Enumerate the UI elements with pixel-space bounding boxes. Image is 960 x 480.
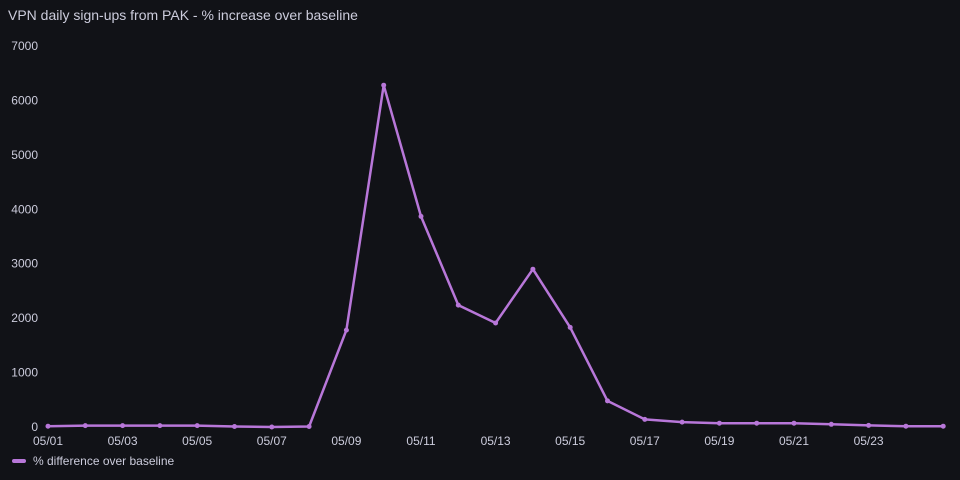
series-line[interactable] xyxy=(46,83,945,429)
series-layer xyxy=(45,82,946,430)
y-tick-label: 3000 xyxy=(11,257,38,271)
data-point[interactable] xyxy=(754,420,760,426)
x-tick-label: 05/19 xyxy=(704,434,734,448)
data-point[interactable] xyxy=(866,422,872,428)
data-point[interactable] xyxy=(45,423,51,429)
data-point[interactable] xyxy=(381,82,387,88)
y-tick-label: 6000 xyxy=(11,93,38,107)
x-tick-label: 05/09 xyxy=(331,434,361,448)
x-tick-label: 05/05 xyxy=(182,434,212,448)
data-point[interactable] xyxy=(232,424,237,429)
data-point[interactable] xyxy=(157,423,163,429)
data-point[interactable] xyxy=(642,416,648,422)
y-tick-label: 7000 xyxy=(11,39,38,53)
y-tick-label: 5000 xyxy=(11,148,38,162)
legend[interactable]: % difference over baseline xyxy=(12,454,174,468)
data-point[interactable] xyxy=(306,424,312,429)
x-tick-label: 05/13 xyxy=(481,434,511,448)
data-point[interactable] xyxy=(343,327,349,333)
data-point[interactable] xyxy=(530,266,536,272)
data-point[interactable] xyxy=(455,302,461,308)
x-tick-label: 05/15 xyxy=(555,434,585,448)
data-point[interactable] xyxy=(120,423,126,429)
x-tick-label: 05/21 xyxy=(779,434,809,448)
x-tick-label: 05/01 xyxy=(33,434,63,448)
x-axis: 05/01 05/03 05/05 05/07 05/09 05/11 05/13 05/15… xyxy=(33,434,884,448)
x-tick-label: 05/03 xyxy=(108,434,138,448)
data-point[interactable] xyxy=(903,423,909,429)
y-tick-label: 1000 xyxy=(11,366,38,380)
x-tick-label: 05/11 xyxy=(406,434,435,448)
data-point[interactable] xyxy=(605,398,610,404)
data-point[interactable] xyxy=(716,420,722,426)
data-point[interactable] xyxy=(828,421,834,427)
y-axis: 0 1000 2000 3000 4000 5000 6000 7000 xyxy=(11,39,38,434)
legend-swatch xyxy=(12,459,26,463)
legend-label: % difference over baseline xyxy=(33,454,175,468)
data-point[interactable] xyxy=(940,423,946,429)
data-point[interactable] xyxy=(493,320,499,326)
data-point[interactable] xyxy=(791,420,797,426)
data-point[interactable] xyxy=(418,213,424,219)
data-point[interactable] xyxy=(194,423,200,429)
y-tick-label: 4000 xyxy=(11,202,38,216)
panel-title: VPN daily sign-ups from PAK - % increase… xyxy=(8,7,358,23)
data-point[interactable] xyxy=(567,324,573,330)
data-point[interactable] xyxy=(82,423,88,429)
y-tick-label: 0 xyxy=(31,420,38,434)
data-point[interactable] xyxy=(269,424,275,430)
x-tick-label: 05/23 xyxy=(854,434,884,448)
x-tick-label: 05/17 xyxy=(630,434,660,448)
data-point[interactable] xyxy=(679,419,685,425)
x-tick-label: 05/07 xyxy=(257,434,287,448)
y-tick-label: 2000 xyxy=(11,311,38,325)
